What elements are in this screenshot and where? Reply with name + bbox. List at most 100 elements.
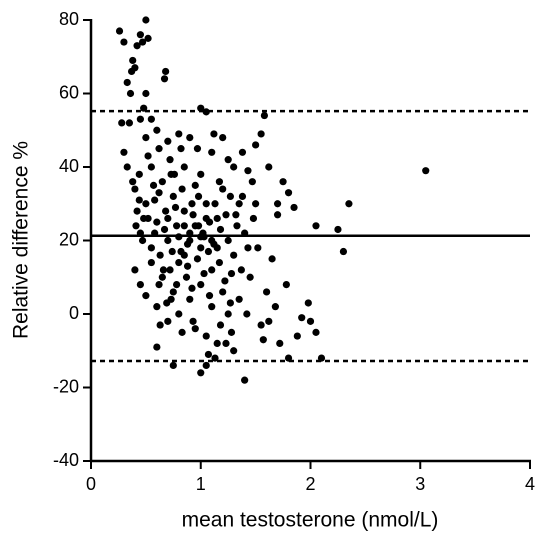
point <box>226 299 234 307</box>
point <box>147 163 155 171</box>
point <box>180 222 188 230</box>
point <box>208 236 216 245</box>
point <box>166 156 174 164</box>
point <box>238 192 247 200</box>
point <box>221 277 229 285</box>
point <box>164 137 172 145</box>
point <box>120 38 128 46</box>
point <box>235 200 243 208</box>
point <box>191 325 199 333</box>
point <box>219 134 227 142</box>
point <box>224 156 232 164</box>
point <box>216 321 225 329</box>
point <box>133 42 141 50</box>
point <box>142 134 150 142</box>
point <box>125 119 134 127</box>
point <box>208 148 216 156</box>
point <box>120 148 128 156</box>
point <box>142 89 150 98</box>
point <box>177 145 185 153</box>
point <box>162 67 170 76</box>
point <box>131 185 139 193</box>
point <box>222 211 230 219</box>
point <box>168 247 176 256</box>
point <box>155 189 163 197</box>
point <box>298 314 306 322</box>
point <box>197 281 205 289</box>
point <box>244 244 252 252</box>
point <box>160 75 169 83</box>
point <box>138 236 147 245</box>
point <box>249 214 258 223</box>
point <box>202 361 210 370</box>
point <box>123 78 131 87</box>
point <box>202 200 210 208</box>
point <box>252 141 260 149</box>
point <box>147 258 155 267</box>
point <box>171 203 180 212</box>
point <box>193 145 202 153</box>
point <box>215 258 224 267</box>
point <box>162 207 170 215</box>
point <box>211 200 219 208</box>
point <box>118 119 126 127</box>
x-tick-label: 0 <box>86 474 96 494</box>
point <box>155 145 163 153</box>
point <box>151 229 159 237</box>
point <box>202 214 210 223</box>
point <box>263 288 271 296</box>
point <box>131 266 139 274</box>
point <box>259 336 267 344</box>
point <box>136 31 144 39</box>
point <box>158 178 166 186</box>
point <box>151 196 159 204</box>
point <box>140 104 148 112</box>
point <box>334 225 342 234</box>
x-tick-label: 1 <box>196 474 206 494</box>
point <box>213 214 221 223</box>
point <box>169 192 177 200</box>
point <box>265 163 273 171</box>
point <box>211 354 219 362</box>
point <box>273 211 282 219</box>
point <box>133 207 141 215</box>
point <box>158 273 166 281</box>
point <box>160 225 169 234</box>
point <box>312 222 320 230</box>
point <box>213 339 221 347</box>
point <box>170 170 179 178</box>
point <box>293 332 301 340</box>
point <box>227 328 236 336</box>
point <box>304 299 312 307</box>
point <box>173 222 181 230</box>
point <box>191 181 199 189</box>
point <box>265 317 273 325</box>
point <box>222 339 230 347</box>
point <box>235 295 243 303</box>
point <box>306 317 315 325</box>
point <box>129 56 137 65</box>
point <box>153 218 161 226</box>
point <box>188 284 196 292</box>
point <box>197 233 205 241</box>
point <box>208 303 216 311</box>
point <box>200 269 208 278</box>
point <box>197 244 205 252</box>
point <box>276 339 284 347</box>
x-axis-label: mean testosterone (nmol/L) <box>182 509 439 532</box>
point <box>173 281 181 289</box>
x-tick-label: 2 <box>305 474 315 494</box>
point <box>241 376 249 384</box>
point <box>144 152 152 160</box>
point <box>282 281 290 289</box>
y-tick-label: 60 <box>59 82 79 102</box>
point <box>224 236 232 245</box>
point <box>422 167 430 175</box>
point <box>244 167 252 175</box>
point <box>215 178 224 186</box>
point <box>136 115 144 123</box>
point <box>132 222 140 230</box>
y-tick-label: -40 <box>53 450 79 470</box>
point <box>213 244 221 252</box>
point <box>238 148 247 156</box>
